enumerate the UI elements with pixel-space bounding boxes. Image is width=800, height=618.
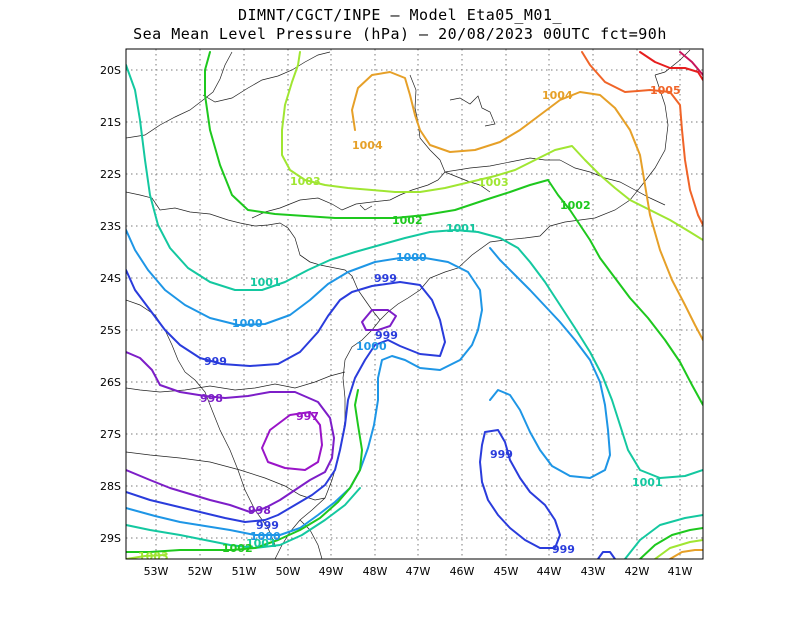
- lon-tick-label: 42W: [625, 565, 650, 578]
- contour-label-1002: 1002: [222, 542, 253, 555]
- contour-label-1004: 1004: [352, 139, 383, 152]
- lat-tick-label: 29S: [100, 532, 121, 545]
- longitude-tick-labels: 53W 52W 51W 50W 49W 48W 47W 46W 45W 44W …: [144, 565, 693, 578]
- contour-label-1001: 1001: [446, 222, 477, 235]
- contour-label-999: 999: [490, 448, 513, 461]
- contour-label-1001: 1001: [632, 476, 663, 489]
- map-frame: [125, 48, 704, 560]
- lon-tick-label: 48W: [363, 565, 388, 578]
- country-border-argentina: [184, 371, 276, 546]
- isobar-1005: [581, 51, 703, 226]
- contour-label-1003: 1003: [478, 176, 509, 189]
- lat-tick-label: 20S: [100, 64, 121, 77]
- country-border-paraguay: [126, 299, 186, 373]
- contour-label-1003: 1003: [290, 175, 321, 188]
- contour-label-1001: 1001: [246, 537, 277, 550]
- plot-title-line-2: Sea Mean Level Pressure (hPa) – 20/08/20…: [133, 25, 667, 43]
- isobar-1003-main: [281, 51, 703, 241]
- lat-tick-label: 28S: [100, 480, 121, 493]
- coastline-north-east: [654, 49, 691, 76]
- lon-tick-label: 45W: [494, 565, 519, 578]
- lon-tick-label: 46W: [450, 565, 475, 578]
- lon-tick-label: 53W: [144, 565, 169, 578]
- isobar-1006: [639, 51, 703, 81]
- isobars: [126, 51, 703, 559]
- contour-label-999: 999: [256, 519, 279, 532]
- contour-label-999: 999: [552, 543, 575, 556]
- isobar-1004-lower: [669, 549, 703, 559]
- contour-label-998: 998: [248, 504, 271, 517]
- contour-label-999: 999: [374, 272, 397, 285]
- lon-tick-label: 51W: [232, 565, 257, 578]
- isobar-1003-lower: [654, 539, 703, 559]
- isobar-999-main: [126, 269, 446, 523]
- isobar-1001-lower: [624, 514, 703, 559]
- isobar-1002-lower: [639, 527, 703, 559]
- state-border-pr-sc: [126, 371, 346, 393]
- contour-label-1000: 1000: [396, 251, 427, 264]
- isobar-1001-main: [126, 64, 703, 479]
- state-border-mg-es: [409, 74, 560, 173]
- lat-tick-label: 26S: [100, 376, 121, 389]
- contour-label-997: 997: [296, 410, 319, 423]
- contour-label-1000: 1000: [232, 317, 263, 330]
- isobar-998-north: [361, 309, 397, 331]
- lat-tick-label: 22S: [100, 168, 121, 181]
- isobar-1007: [679, 51, 703, 76]
- isobar-1000-main: [126, 229, 483, 536]
- contour-label-1000: 1000: [356, 340, 387, 353]
- contour-label-1005: 1005: [650, 84, 681, 97]
- political-borders: [126, 49, 691, 559]
- contour-label-999: 999: [375, 329, 398, 342]
- state-border-ms-mt: [126, 51, 233, 139]
- contour-label-1004: 1004: [542, 89, 573, 102]
- lat-tick-label: 27S: [100, 428, 121, 441]
- coast-islands: [359, 95, 496, 211]
- contour-labels: 997 998 998 999 999 999 999 999 999 1000…: [138, 84, 681, 563]
- isobar-1004-main: [351, 71, 703, 341]
- lon-tick-label: 47W: [406, 565, 431, 578]
- state-border-go-mg: [202, 51, 331, 103]
- grid-lines: [126, 49, 703, 559]
- lon-tick-label: 43W: [581, 565, 606, 578]
- lon-tick-label: 50W: [276, 565, 301, 578]
- lat-tick-label: 21S: [100, 116, 121, 129]
- contour-label-1001: 1001: [250, 276, 281, 289]
- lat-tick-label: 24S: [100, 272, 121, 285]
- contour-label-1002: 1002: [392, 214, 423, 227]
- contour-label-998: 998: [200, 392, 223, 405]
- isobar-1002-main: [204, 51, 703, 406]
- contour-label-1002: 1002: [560, 199, 591, 212]
- isobar-1002-south: [126, 389, 363, 553]
- lon-tick-label: 49W: [319, 565, 344, 578]
- lon-tick-label: 44W: [537, 565, 562, 578]
- state-border-sp-mg: [251, 171, 446, 219]
- lon-tick-label: 41W: [668, 565, 693, 578]
- latitude-tick-labels: 20S 21S 22S 23S 24S 25S 26S 27S 28S 29S: [100, 64, 121, 545]
- state-border-sp-pr: [299, 254, 381, 321]
- isobar-999-east: [479, 429, 561, 549]
- plot-title-line-1: DIMNT/CGCT/INPE – Model Eta05_M01_: [237, 6, 563, 24]
- isobar-1000-east: [489, 247, 611, 479]
- state-border-ms-sp: [126, 191, 311, 263]
- contour-label-999: 999: [204, 355, 227, 368]
- contour-label-1003: 1003: [138, 550, 169, 563]
- isobar-997: [261, 411, 323, 471]
- lat-tick-label: 23S: [100, 220, 121, 233]
- lat-tick-label: 25S: [100, 324, 121, 337]
- contour-label-1000: 1000: [250, 530, 281, 543]
- isobar-1003-south: [126, 554, 166, 559]
- isobar-999-south: [597, 551, 616, 559]
- lon-tick-label: 52W: [188, 565, 213, 578]
- isobar-998-low: [126, 351, 335, 513]
